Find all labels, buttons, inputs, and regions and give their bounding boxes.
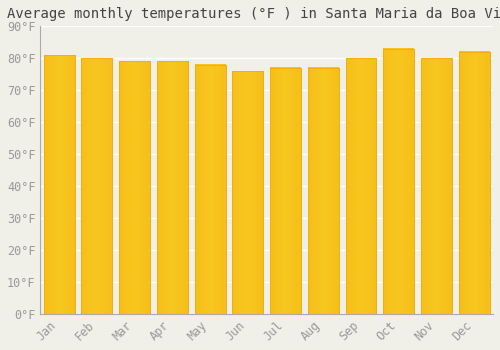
Bar <box>194 65 226 314</box>
Bar <box>44 55 74 314</box>
Bar <box>421 58 452 314</box>
Bar <box>384 49 414 314</box>
Bar <box>346 58 376 314</box>
Bar <box>157 62 188 314</box>
Bar <box>232 71 264 314</box>
Bar <box>308 68 338 314</box>
Bar <box>458 52 490 314</box>
Title: Average monthly temperatures (°F ) in Santa Maria da Boa Vista: Average monthly temperatures (°F ) in Sa… <box>7 7 500 21</box>
Bar <box>119 62 150 314</box>
Bar <box>82 58 112 314</box>
Bar <box>270 68 301 314</box>
